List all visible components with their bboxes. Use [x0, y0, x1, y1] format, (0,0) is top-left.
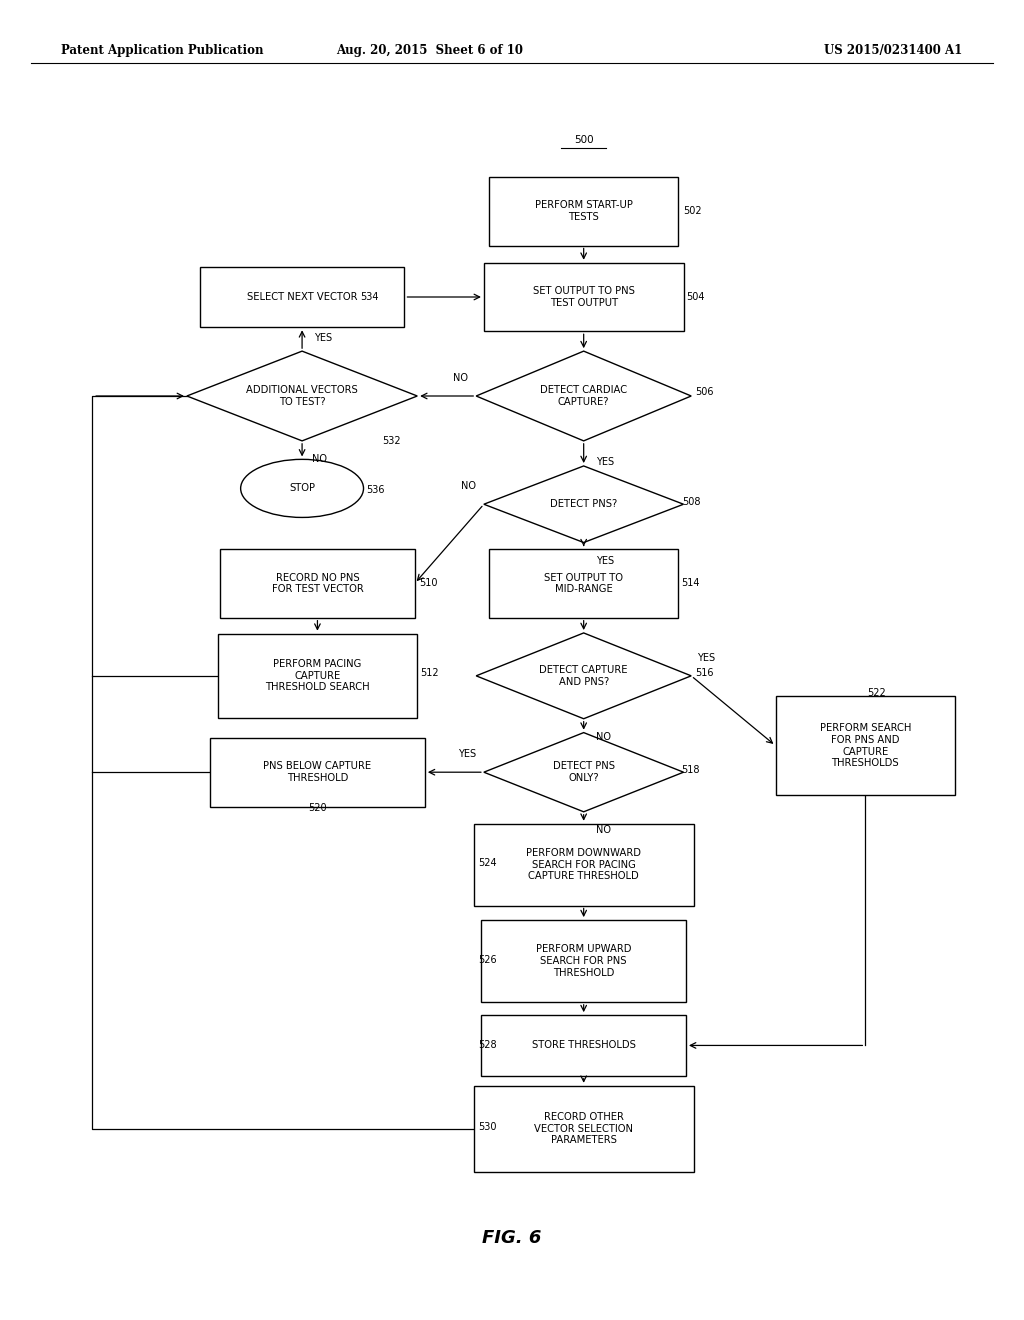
Text: DETECT CARDIAC
CAPTURE?: DETECT CARDIAC CAPTURE? [540, 385, 628, 407]
Text: 502: 502 [683, 206, 701, 216]
Text: 518: 518 [681, 764, 699, 775]
FancyBboxPatch shape [481, 920, 686, 1002]
Text: Patent Application Publication: Patent Application Publication [61, 44, 264, 57]
Text: STOP: STOP [289, 483, 315, 494]
Text: 528: 528 [478, 1040, 497, 1051]
FancyBboxPatch shape [200, 267, 404, 327]
Text: 506: 506 [695, 387, 714, 397]
FancyBboxPatch shape [488, 177, 678, 246]
FancyBboxPatch shape [483, 263, 684, 331]
FancyBboxPatch shape [210, 738, 425, 807]
Polygon shape [483, 733, 684, 812]
FancyBboxPatch shape [473, 1085, 694, 1172]
Text: US 2015/0231400 A1: US 2015/0231400 A1 [824, 44, 963, 57]
Text: FIG. 6: FIG. 6 [482, 1229, 542, 1247]
Text: 500: 500 [573, 135, 594, 145]
Text: 530: 530 [478, 1122, 497, 1133]
Text: PERFORM DOWNWARD
SEARCH FOR PACING
CAPTURE THRESHOLD: PERFORM DOWNWARD SEARCH FOR PACING CAPTU… [526, 847, 641, 882]
Text: NO: NO [461, 480, 475, 491]
Text: NO: NO [312, 454, 328, 465]
Text: PERFORM START-UP
TESTS: PERFORM START-UP TESTS [535, 201, 633, 222]
Text: PERFORM UPWARD
SEARCH FOR PNS
THRESHOLD: PERFORM UPWARD SEARCH FOR PNS THRESHOLD [536, 944, 632, 978]
Text: RECORD NO PNS
FOR TEST VECTOR: RECORD NO PNS FOR TEST VECTOR [271, 573, 364, 594]
Polygon shape [483, 466, 684, 543]
Text: 512: 512 [420, 668, 438, 678]
Text: 526: 526 [478, 954, 497, 965]
Text: 504: 504 [686, 292, 705, 302]
FancyBboxPatch shape [217, 634, 418, 718]
Text: NO: NO [596, 825, 611, 836]
Text: STORE THRESHOLDS: STORE THRESHOLDS [531, 1040, 636, 1051]
Text: YES: YES [596, 556, 614, 566]
Text: 516: 516 [695, 668, 714, 678]
Text: YES: YES [314, 333, 333, 343]
Text: Aug. 20, 2015  Sheet 6 of 10: Aug. 20, 2015 Sheet 6 of 10 [337, 44, 523, 57]
Text: 514: 514 [681, 578, 699, 589]
Text: PERFORM SEARCH
FOR PNS AND
CAPTURE
THRESHOLDS: PERFORM SEARCH FOR PNS AND CAPTURE THRES… [819, 723, 911, 768]
Text: 524: 524 [478, 858, 497, 869]
Text: ADDITIONAL VECTORS
TO TEST?: ADDITIONAL VECTORS TO TEST? [246, 385, 358, 407]
FancyBboxPatch shape [488, 549, 678, 618]
Polygon shape [476, 351, 691, 441]
Text: PNS BELOW CAPTURE
THRESHOLD: PNS BELOW CAPTURE THRESHOLD [263, 762, 372, 783]
Text: DETECT CAPTURE
AND PNS?: DETECT CAPTURE AND PNS? [540, 665, 628, 686]
Polygon shape [186, 351, 418, 441]
FancyBboxPatch shape [220, 549, 415, 618]
Text: YES: YES [596, 457, 614, 467]
Ellipse shape [241, 459, 364, 517]
Polygon shape [476, 634, 691, 718]
Text: 520: 520 [308, 803, 327, 813]
Text: 532: 532 [382, 436, 400, 446]
Text: YES: YES [697, 652, 716, 663]
Text: 522: 522 [867, 688, 886, 698]
Text: NO: NO [453, 372, 468, 383]
Text: SET OUTPUT TO
MID-RANGE: SET OUTPUT TO MID-RANGE [544, 573, 624, 594]
Text: 534: 534 [360, 292, 379, 302]
Text: 536: 536 [367, 484, 385, 495]
FancyBboxPatch shape [776, 697, 954, 795]
FancyBboxPatch shape [473, 824, 694, 906]
Text: SET OUTPUT TO PNS
TEST OUTPUT: SET OUTPUT TO PNS TEST OUTPUT [532, 286, 635, 308]
Text: PERFORM PACING
CAPTURE
THRESHOLD SEARCH: PERFORM PACING CAPTURE THRESHOLD SEARCH [265, 659, 370, 693]
Text: 510: 510 [419, 578, 437, 589]
Text: DETECT PNS
ONLY?: DETECT PNS ONLY? [553, 762, 614, 783]
Text: NO: NO [596, 731, 611, 742]
Text: RECORD OTHER
VECTOR SELECTION
PARAMETERS: RECORD OTHER VECTOR SELECTION PARAMETERS [535, 1111, 633, 1146]
Text: 508: 508 [682, 496, 700, 507]
Text: DETECT PNS?: DETECT PNS? [550, 499, 617, 510]
FancyBboxPatch shape [481, 1015, 686, 1076]
Text: YES: YES [458, 748, 475, 759]
Text: SELECT NEXT VECTOR: SELECT NEXT VECTOR [247, 292, 357, 302]
